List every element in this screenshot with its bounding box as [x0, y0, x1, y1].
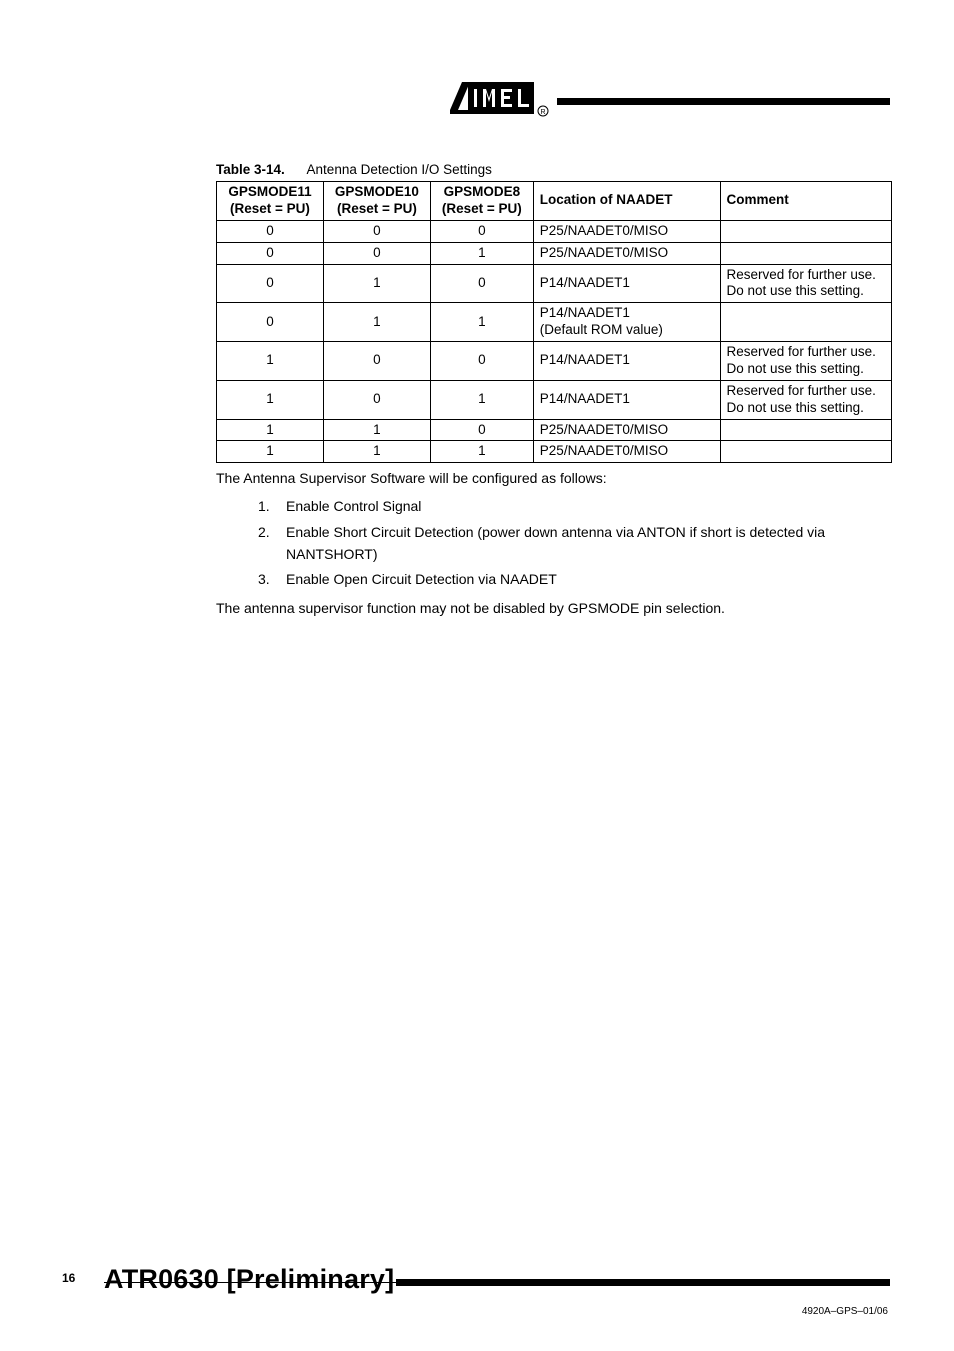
list-item: Enable Short Circuit Detection (power do…	[258, 522, 892, 565]
cell-m10: 1	[323, 303, 430, 342]
cell-m8: 0	[430, 419, 533, 441]
cell-m8: 1	[430, 441, 533, 463]
cell-m8: 0	[430, 342, 533, 381]
cell-comment	[720, 220, 891, 242]
footer: 16 ATR0630 [Preliminary] 4920A–GPS–01/06	[0, 1255, 954, 1295]
footer-rule-thin	[104, 1282, 396, 1283]
table-number: Table 3-14.	[216, 162, 285, 177]
cell-comment: Reserved for further use. Do not use thi…	[720, 380, 891, 419]
cell-comment	[720, 242, 891, 264]
cell-m10: 0	[323, 380, 430, 419]
col-header-gpsmode11: GPSMODE11 (Reset = PU)	[217, 182, 324, 221]
svg-text:R: R	[540, 109, 545, 116]
table-row: 0 0 0 P25/NAADET0/MISO	[217, 220, 892, 242]
cell-m8: 0	[430, 264, 533, 303]
cell-comment: Reserved for further use. Do not use thi…	[720, 342, 891, 381]
cell-location: P25/NAADET0/MISO	[533, 419, 720, 441]
col-header-location: Location of NAADET	[533, 182, 720, 221]
cell-comment	[720, 419, 891, 441]
cell-m11: 0	[217, 242, 324, 264]
cell-location: P25/NAADET0/MISO	[533, 220, 720, 242]
table-row: 1 1 0 P25/NAADET0/MISO	[217, 419, 892, 441]
table-row: 1 0 1 P14/NAADET1 Reserved for further u…	[217, 380, 892, 419]
col-header-comment: Comment	[720, 182, 891, 221]
cell-m11: 1	[217, 380, 324, 419]
list-item: Enable Open Circuit Detection via NAADET	[258, 569, 892, 591]
cell-m11: 0	[217, 303, 324, 342]
table-header-row: GPSMODE11 (Reset = PU) GPSMODE10 (Reset …	[217, 182, 892, 221]
table-body: 0 0 0 P25/NAADET0/MISO 0 0 1	[217, 220, 892, 463]
cell-m11: 1	[217, 419, 324, 441]
cell-location: P14/NAADET1	[533, 342, 720, 381]
table-row: 0 1 1 P14/NAADET1 (Default ROM value)	[217, 303, 892, 342]
cell-m10: 1	[323, 419, 430, 441]
cell-m10: 1	[323, 441, 430, 463]
cell-m11: 0	[217, 220, 324, 242]
cell-m8: 1	[430, 303, 533, 342]
list-item: Enable Control Signal	[258, 496, 892, 518]
cell-m11: 0	[217, 264, 324, 303]
cell-comment: Reserved for further use. Do not use thi…	[720, 264, 891, 303]
table-row: 0 0 1 P25/NAADET0/MISO	[217, 242, 892, 264]
cell-location: P14/NAADET1	[533, 264, 720, 303]
cell-location: P25/NAADET0/MISO	[533, 242, 720, 264]
table-title: Antenna Detection I/O Settings	[307, 162, 492, 177]
io-settings-table: GPSMODE11 (Reset = PU) GPSMODE10 (Reset …	[216, 181, 892, 463]
footer-rule-thick	[396, 1279, 890, 1286]
cell-m11: 1	[217, 441, 324, 463]
table-caption: Table 3-14. Antenna Detection I/O Settin…	[216, 162, 892, 177]
doc-title: ATR0630 [Preliminary]	[104, 1264, 394, 1295]
page-number: 16	[62, 1271, 75, 1285]
cell-m8: 1	[430, 380, 533, 419]
col-header-gpsmode8: GPSMODE8 (Reset = PU)	[430, 182, 533, 221]
paragraph-config-note: The antenna supervisor function may not …	[216, 599, 892, 618]
table-row: 0 1 0 P14/NAADET1 Reserved for further u…	[217, 264, 892, 303]
header-rule	[557, 98, 890, 105]
cell-m10: 0	[323, 220, 430, 242]
header: R	[0, 86, 954, 134]
cell-location: P14/NAADET1	[533, 380, 720, 419]
cell-m10: 0	[323, 242, 430, 264]
cell-m10: 1	[323, 264, 430, 303]
cell-m8: 0	[430, 220, 533, 242]
paragraph-config-intro: The Antenna Supervisor Software will be …	[216, 469, 892, 488]
cell-m11: 1	[217, 342, 324, 381]
page: R Table 3-14. Antenna Detection I/O Sett…	[0, 0, 954, 1351]
cell-m8: 1	[430, 242, 533, 264]
cell-comment	[720, 303, 891, 342]
atmel-logo: R	[444, 80, 554, 120]
config-steps-list: Enable Control Signal Enable Short Circu…	[258, 496, 892, 591]
col-header-gpsmode10: GPSMODE10 (Reset = PU)	[323, 182, 430, 221]
cell-m10: 0	[323, 342, 430, 381]
cell-location: P14/NAADET1 (Default ROM value)	[533, 303, 720, 342]
content: Table 3-14. Antenna Detection I/O Settin…	[216, 162, 892, 618]
cell-comment	[720, 441, 891, 463]
cell-location: P25/NAADET0/MISO	[533, 441, 720, 463]
table-row: 1 1 1 P25/NAADET0/MISO	[217, 441, 892, 463]
doc-code: 4920A–GPS–01/06	[802, 1306, 888, 1317]
table-row: 1 0 0 P14/NAADET1 Reserved for further u…	[217, 342, 892, 381]
